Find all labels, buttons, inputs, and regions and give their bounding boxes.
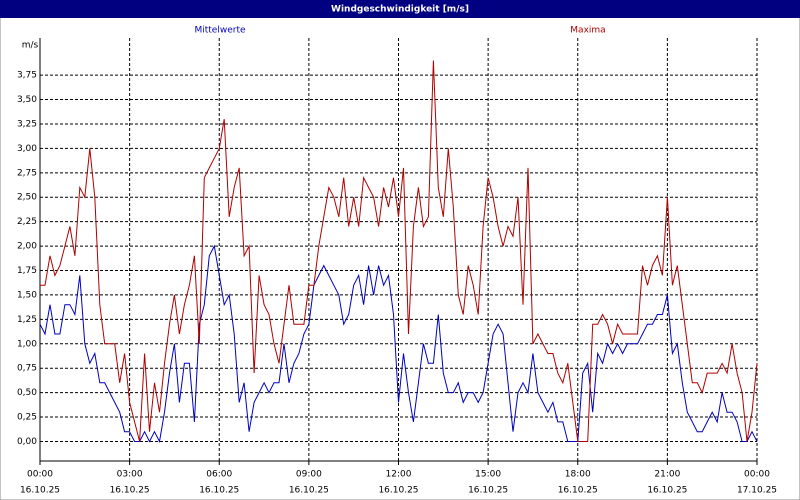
series-line [40, 60, 758, 442]
x-tick-date: 16.10.25 [110, 486, 150, 496]
title-bar [0, 0, 800, 18]
y-tick-label: 0,00 [17, 437, 37, 447]
chart-title: Windgeschwindigkeit [m/s] [331, 5, 469, 15]
x-tick-label: 03:00 [117, 470, 143, 480]
y-tick-label: 0,75 [17, 364, 37, 374]
x-tick-date: 17.10.25 [737, 486, 777, 496]
x-tick-label: 00:00 [744, 470, 770, 480]
y-tick-label: 3,50 [17, 95, 37, 105]
x-tick-label: 15:00 [475, 470, 501, 480]
x-tick-label: 06:00 [206, 470, 232, 480]
y-tick-label: 3,25 [17, 119, 37, 129]
y-tick-label: 2,00 [17, 242, 37, 252]
y-tick-label: 2,25 [17, 217, 37, 227]
y-tick-label: 0,50 [17, 388, 37, 398]
y-tick-label: 1,00 [17, 339, 37, 349]
y-tick-label: 1,50 [17, 290, 37, 300]
x-tick-date: 16.10.25 [289, 486, 329, 496]
x-tick-label: 18:00 [565, 470, 591, 480]
x-tick-date: 16.10.25 [468, 486, 508, 496]
y-axis-label: m/s [22, 41, 39, 51]
x-tick-date: 16.10.25 [378, 486, 418, 496]
y-tick-label: 2,75 [17, 168, 37, 178]
x-tick-date: 16.10.25 [558, 486, 598, 496]
legend-entry: Maxima [570, 26, 605, 36]
x-tick-label: 09:00 [296, 470, 322, 480]
y-tick-label: 0,25 [17, 413, 37, 423]
y-tick-label: 1,75 [17, 266, 37, 276]
x-tick-label: 21:00 [654, 470, 680, 480]
x-tick-label: 12:00 [386, 470, 412, 480]
x-tick-label: 00:00 [27, 470, 53, 480]
y-tick-label: 3,00 [17, 144, 37, 154]
x-tick-date: 16.10.25 [20, 486, 60, 496]
x-tick-date: 16.10.25 [199, 486, 239, 496]
y-tick-label: 2,50 [17, 193, 37, 203]
legend-entry: Mittelwerte [194, 26, 245, 36]
x-tick-date: 16.10.25 [647, 486, 687, 496]
series-line [39, 244, 758, 444]
y-tick-label: 1,25 [17, 315, 37, 325]
y-tick-label: 3,75 [17, 71, 37, 81]
